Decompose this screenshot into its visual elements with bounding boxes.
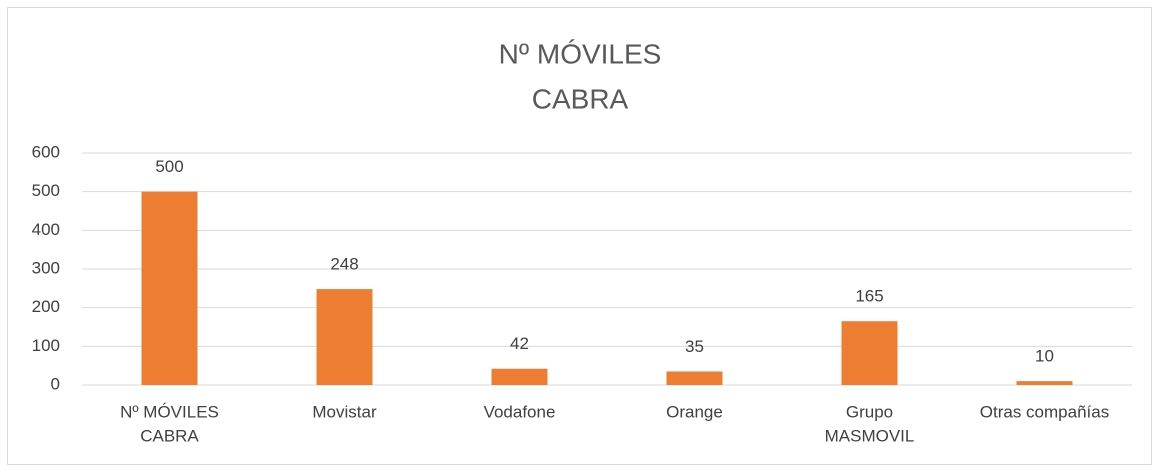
x-tick-label: MASMOVIL	[825, 426, 915, 445]
x-tick-label: Movistar	[312, 402, 377, 421]
value-label: 248	[330, 255, 358, 274]
bar	[841, 321, 898, 385]
bar	[316, 289, 373, 385]
x-tick-label: Orange	[666, 402, 723, 421]
y-tick-label: 300	[32, 258, 60, 277]
y-tick-label: 400	[32, 220, 60, 239]
value-label: 10	[1035, 347, 1054, 366]
chart-title: CABRA	[532, 83, 629, 114]
y-tick-label: 100	[32, 336, 60, 355]
x-tick-label: Nº MÓVILES	[120, 402, 219, 421]
x-tick-label: Grupo	[846, 402, 893, 421]
chart-border	[7, 7, 1152, 465]
value-label: 500	[155, 157, 183, 176]
bar	[1016, 381, 1073, 385]
value-label: 165	[855, 287, 883, 306]
y-tick-label: 200	[32, 297, 60, 316]
x-tick-label: Vodafone	[484, 402, 556, 421]
value-label: 35	[685, 337, 704, 356]
value-label: 42	[510, 334, 529, 353]
bar	[141, 191, 198, 385]
x-tick-label: CABRA	[140, 426, 199, 445]
chart-title: Nº MÓVILES	[499, 38, 662, 69]
y-tick-label: 0	[51, 374, 60, 393]
y-tick-label: 600	[32, 142, 60, 161]
bar	[666, 371, 723, 385]
y-tick-label: 500	[32, 181, 60, 200]
x-tick-label: Otras compañías	[980, 402, 1109, 421]
bar	[491, 368, 548, 385]
